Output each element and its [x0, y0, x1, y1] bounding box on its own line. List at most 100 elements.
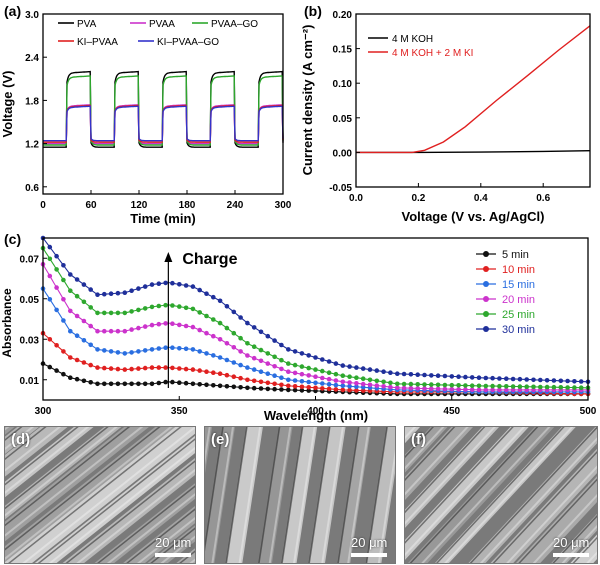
data-point: [463, 383, 468, 388]
data-point: [211, 383, 216, 388]
data-point: [238, 375, 243, 381]
plot-frame: [42, 13, 284, 195]
data-point: [95, 381, 100, 387]
data-point: [177, 346, 182, 351]
data-point: [313, 380, 318, 386]
data-point: [231, 345, 237, 350]
data-point: [483, 387, 489, 393]
data-point: [320, 357, 325, 362]
sem-image-e: (e) 20 μm: [204, 426, 396, 564]
data-point: [183, 305, 189, 311]
data-point: [115, 310, 121, 316]
data-point: [435, 382, 441, 388]
data-point: [538, 384, 543, 390]
data-point: [531, 377, 536, 383]
legend-marker: [483, 281, 489, 287]
data-point: [469, 387, 475, 392]
x-tick-label: 240: [227, 200, 244, 211]
data-point: [326, 376, 332, 382]
data-point: [183, 380, 189, 386]
data-point: [224, 341, 230, 346]
legend-marker: [483, 326, 489, 332]
scale-bar: [351, 553, 387, 557]
data-point: [483, 375, 489, 381]
arrow-head: [164, 252, 173, 262]
y-tick-label: 0.00: [333, 148, 353, 159]
data-point: [442, 386, 448, 392]
data-point: [224, 304, 230, 309]
data-point: [279, 382, 284, 388]
data-point: [497, 387, 502, 393]
data-point: [524, 377, 529, 382]
data-point: [122, 290, 128, 295]
data-point: [163, 365, 168, 370]
data-point: [231, 384, 237, 390]
data-point: [265, 351, 271, 356]
chart-b: (b) 0.0 0.2 0.4 0.6 -0.05 0.00 0.05 0.10 0.15 0.2…: [300, 3, 591, 224]
data-point: [74, 376, 80, 382]
data-point: [81, 338, 87, 343]
x-tick-label: 0.4: [474, 193, 488, 204]
data-point: [190, 306, 196, 312]
sem-texture-d: [5, 427, 195, 563]
data-point: [415, 372, 421, 377]
data-point: [265, 380, 271, 386]
data-point: [292, 378, 298, 383]
data-point: [272, 386, 277, 392]
data-point: [95, 292, 100, 297]
data-point: [401, 381, 407, 387]
data-point: [524, 387, 529, 393]
data-point: [517, 376, 523, 382]
data-point: [136, 349, 141, 354]
data-point: [183, 366, 189, 372]
data-point: [354, 365, 359, 370]
data-point: [354, 388, 359, 393]
data-point: [142, 348, 148, 353]
data-point: [74, 357, 80, 363]
data-point: [258, 386, 264, 391]
data-point: [197, 310, 202, 315]
data-point: [354, 381, 359, 386]
data-point: [449, 386, 455, 392]
data-point: [231, 360, 237, 365]
data-point: [204, 330, 209, 336]
x-tick-label: 0: [40, 200, 46, 211]
data-point: [544, 384, 550, 390]
data-point: [429, 386, 434, 391]
data-point: [265, 371, 271, 376]
data-point: [129, 327, 134, 332]
data-point: [347, 387, 352, 393]
data-point: [299, 384, 305, 390]
x-tick-label: 0.0: [349, 193, 363, 204]
legend-label: 20 min: [502, 294, 535, 306]
data-point: [238, 362, 243, 368]
data-point: [149, 381, 155, 387]
data-point: [286, 347, 291, 352]
data-point: [142, 284, 148, 289]
data-point: [224, 384, 230, 389]
data-point: [306, 353, 312, 358]
data-point: [435, 373, 441, 378]
data-point: [578, 385, 584, 390]
data-point: [245, 353, 250, 358]
data-point: [47, 256, 53, 262]
data-point: [81, 282, 87, 287]
data-point: [340, 373, 346, 378]
data-point: [204, 291, 209, 296]
x-tick-label: 120: [131, 200, 148, 211]
data-point: [142, 365, 148, 371]
x-tick-label: 300: [35, 406, 52, 417]
data-point: [211, 317, 216, 322]
data-point: [326, 359, 332, 364]
data-point: [245, 385, 250, 391]
data-point: [177, 322, 182, 328]
data-point: [115, 366, 121, 372]
data-point: [197, 382, 202, 387]
x-tick-label: 60: [85, 200, 97, 211]
data-point: [95, 328, 100, 334]
data-point: [333, 361, 339, 366]
data-point: [367, 367, 373, 372]
data-point: [558, 385, 564, 390]
sem-texture-e: [205, 427, 395, 563]
data-point: [217, 383, 223, 389]
